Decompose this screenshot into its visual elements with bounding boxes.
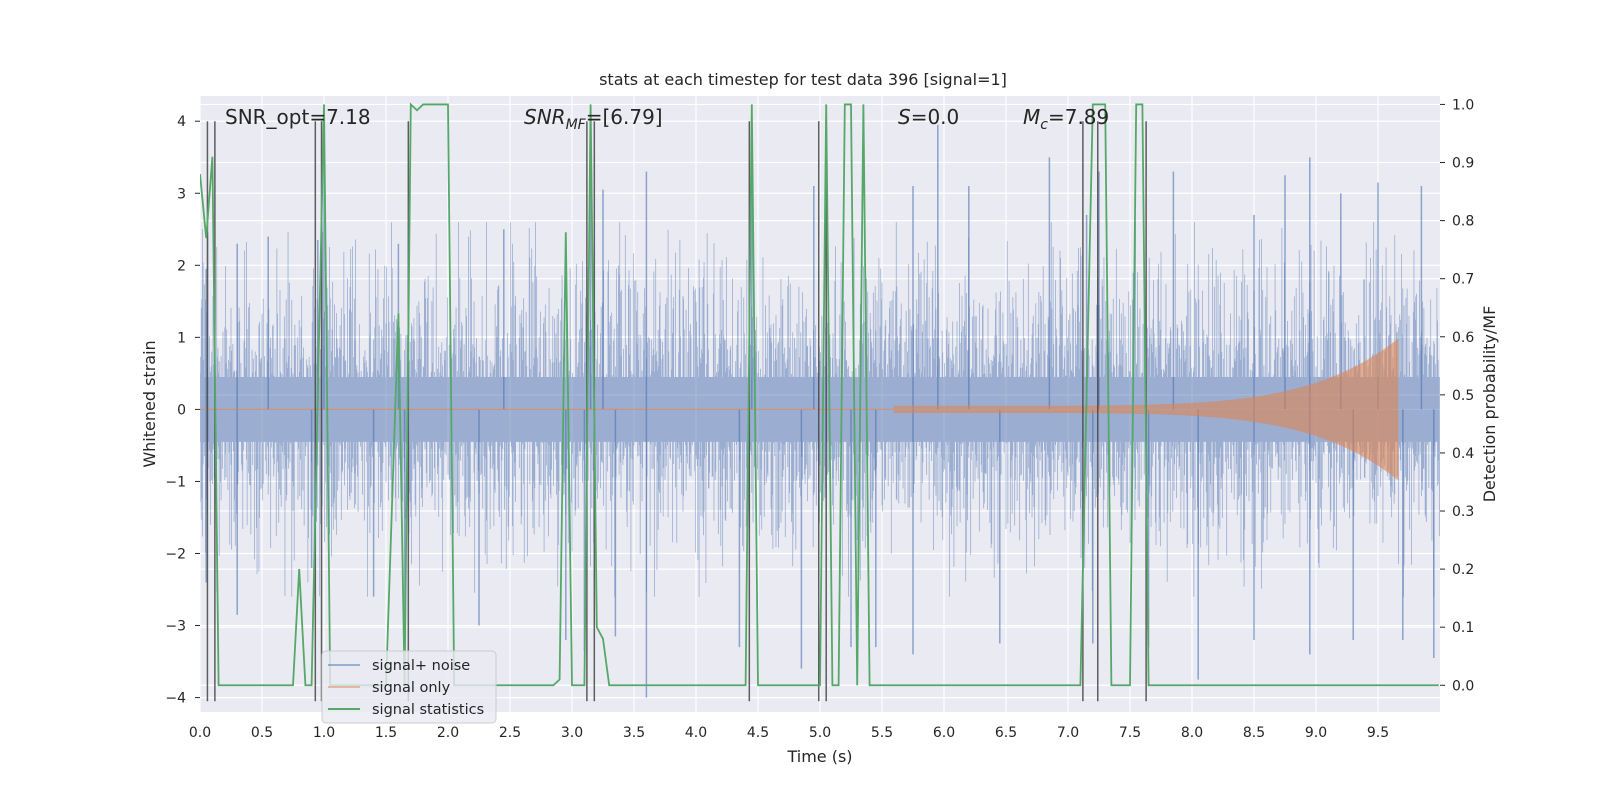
- x-tick-label: 2.5: [499, 725, 521, 741]
- y2-tick-label: 0.9: [1452, 156, 1474, 172]
- y2-tick-label: 0.6: [1452, 330, 1474, 346]
- y2-tick-label: 1.0: [1452, 97, 1474, 113]
- x-tick-label: 4.5: [747, 725, 769, 741]
- y-tick-label: −1: [165, 474, 186, 490]
- x-tick-label: 8.5: [1243, 725, 1265, 741]
- y-tick-labels: −4 −3 −2 −1 0 1 2 3 4: [165, 114, 200, 707]
- y-tick-label: 4: [177, 114, 186, 130]
- y-tick-label: 2: [177, 258, 186, 274]
- x-tick-label: 6.0: [933, 725, 955, 741]
- x-tick-label: 9.0: [1305, 725, 1327, 741]
- signal-statistics-line: [200, 102, 1439, 687]
- y2-tick-label: 0.7: [1452, 272, 1474, 288]
- legend-label-signal-noise: signal+ noise: [372, 658, 470, 674]
- signal-noise-trace: [200, 222, 1440, 597]
- y2-tick-labels: 0.0 0.1 0.2 0.3 0.4 0.5 0.6 0.7 0.8 0.9 1.0: [1440, 97, 1474, 694]
- x-tick-label: 2.0: [437, 725, 459, 741]
- annotation-snr-mf: SNRMF=[6.79]: [524, 105, 663, 133]
- x-tick-label: 4.0: [685, 725, 707, 741]
- y2-tick-label: 0.2: [1452, 562, 1474, 578]
- x-tick-label: 7.5: [1119, 725, 1141, 741]
- x-axis-label: Time (s): [786, 747, 852, 766]
- signal-only-trace: [893, 338, 1399, 481]
- x-tick-label: 0.5: [251, 725, 273, 741]
- x-tick-label: 1.5: [375, 725, 397, 741]
- x-tick-label: 5.0: [809, 725, 831, 741]
- x-tick-label: 6.5: [995, 725, 1017, 741]
- x-tick-label: 1.0: [313, 725, 335, 741]
- x-tick-label: 5.5: [871, 725, 893, 741]
- y2-tick-label: 0.8: [1452, 214, 1474, 230]
- x-tick-label: 8.0: [1181, 725, 1203, 741]
- x-tick-labels: 0.0 0.5 1.0 1.5 2.0 2.5 3.0 3.5 4.0 4.5 5.0 5.5 6.0 6…: [189, 725, 1389, 741]
- y2-tick-label: 0.0: [1452, 678, 1474, 694]
- series-signal-statistics: [200, 102, 1439, 687]
- y2-tick-label: 0.4: [1452, 446, 1474, 462]
- annotation-snr-opt: SNR_opt=7.18: [225, 105, 371, 129]
- y2-tick-label: 0.3: [1452, 504, 1474, 520]
- y2-tick-label: 0.5: [1452, 388, 1474, 404]
- y-axis-label: Whitened strain: [140, 340, 159, 467]
- x-tick-label: 0.0: [189, 725, 211, 741]
- legend-label-signal-statistics: signal statistics: [372, 702, 484, 718]
- y-tick-label: −2: [165, 546, 186, 562]
- chart-title: stats at each timestep for test data 396…: [599, 70, 1007, 89]
- legend: signal+ noise signal only signal statist…: [321, 650, 497, 724]
- y-tick-label: −4: [165, 691, 186, 707]
- y-tick-label: 1: [177, 330, 186, 346]
- y-tick-label: −3: [165, 619, 186, 635]
- x-tick-label: 7.0: [1057, 725, 1079, 741]
- x-tick-label: 3.0: [561, 725, 583, 741]
- y-tick-label: 3: [177, 186, 186, 202]
- x-tick-label: 9.5: [1367, 725, 1389, 741]
- series-signal-noise: [200, 124, 1440, 698]
- x-tick-label: 3.5: [623, 725, 645, 741]
- y2-tick-label: 0.1: [1452, 620, 1474, 636]
- y-tick-label: 0: [177, 402, 186, 418]
- legend-label-signal-only: signal only: [372, 680, 451, 696]
- y2-axis-label: Detection probability/MF: [1480, 306, 1499, 503]
- annotation-s: S=0.0: [898, 105, 959, 129]
- legend-box: [321, 650, 497, 724]
- annotation-mc: Mc=7.89: [1023, 105, 1109, 133]
